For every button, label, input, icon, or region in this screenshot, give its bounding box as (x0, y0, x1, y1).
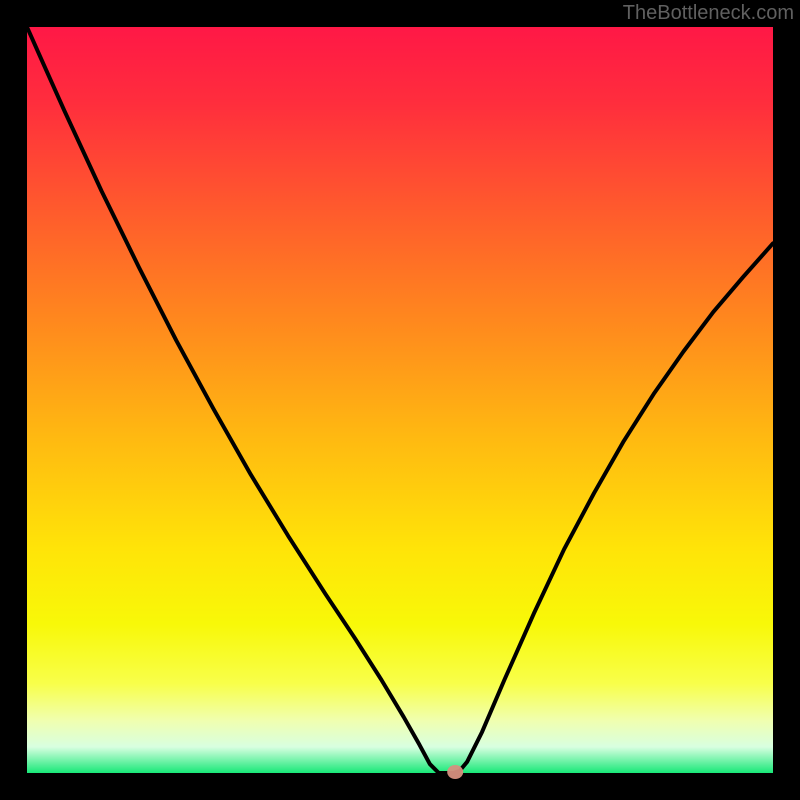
bottleneck-chart (0, 0, 800, 800)
watermark-text: TheBottleneck.com (623, 2, 794, 25)
chart-container: TheBottleneck.com (0, 0, 800, 800)
optimal-point-marker (447, 765, 463, 779)
plot-background (27, 27, 773, 773)
